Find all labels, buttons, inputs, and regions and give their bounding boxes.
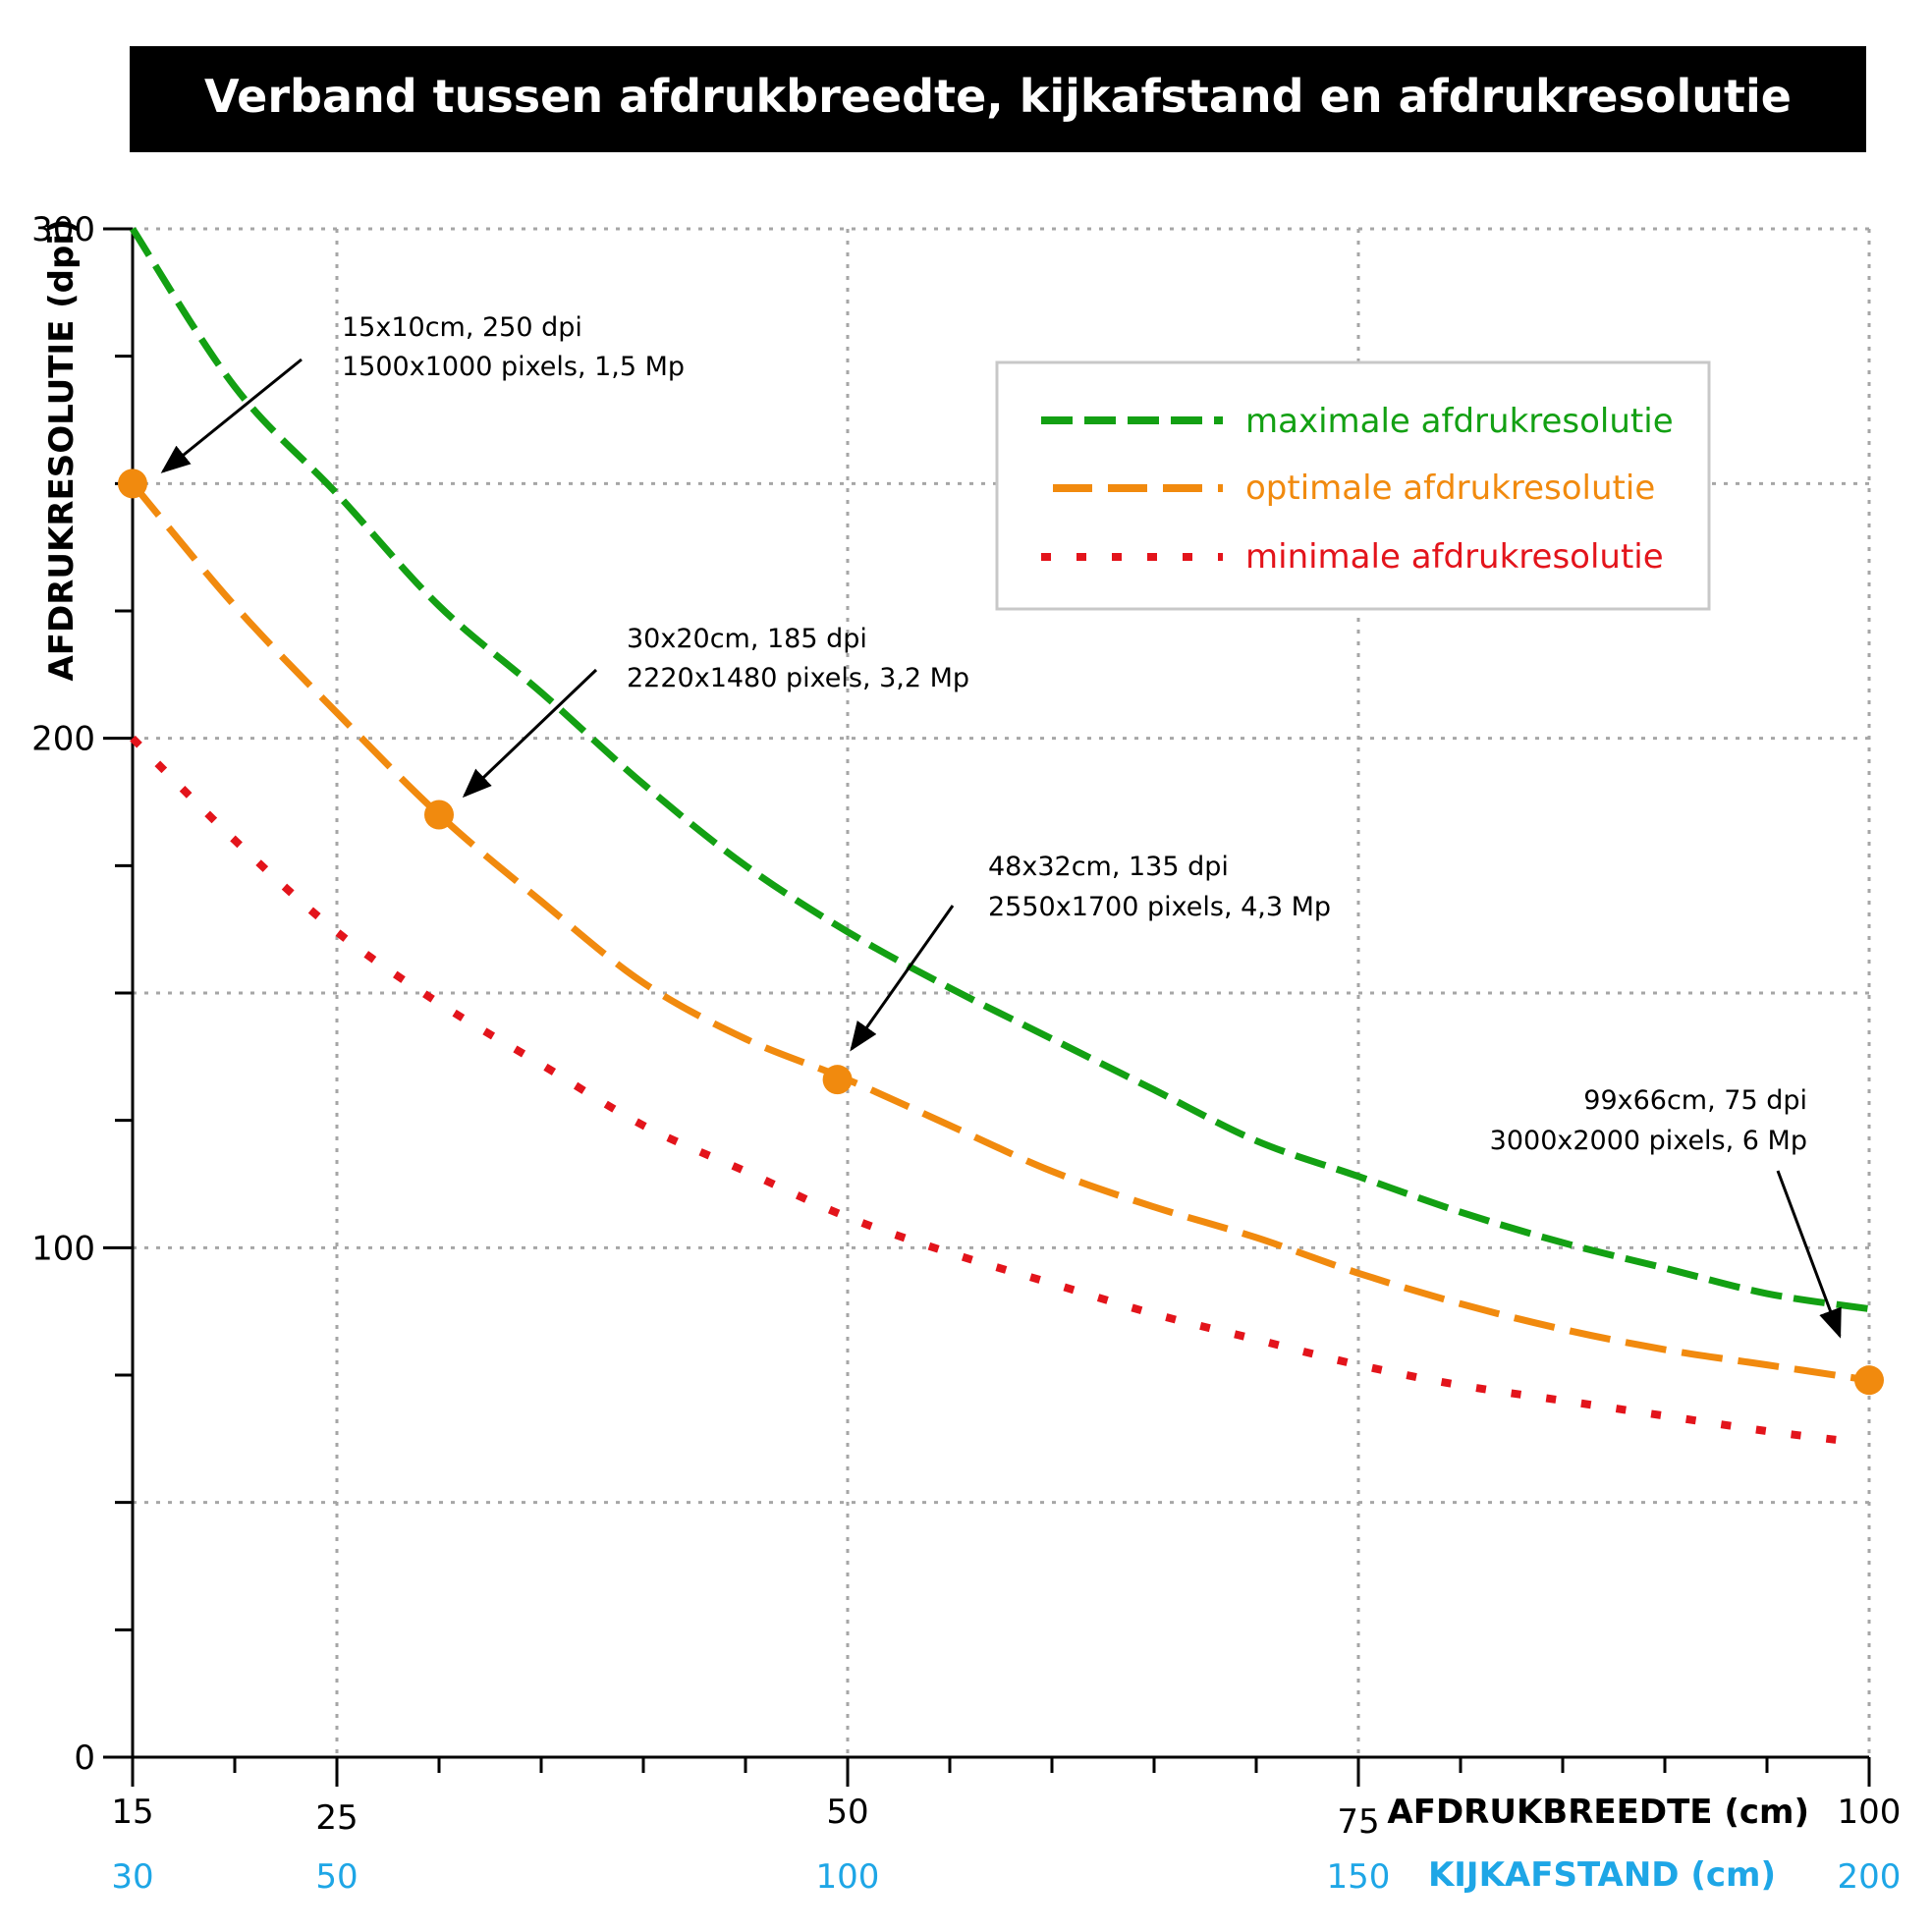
title-bar — [130, 46, 1866, 152]
annotation-2-line2: 2220x1480 pixels, 3,2 Mp — [627, 663, 969, 693]
x-axis-secondary-label: KIJKAFSTAND (cm) — [1428, 1855, 1776, 1895]
annotation-2-arrow — [462, 668, 598, 799]
x-secondary-tick-label: 30 — [111, 1857, 153, 1897]
series-opt-line — [130, 481, 1870, 1384]
annotation-3-arrow — [850, 905, 955, 1052]
x-secondary-tick-label: 100 — [816, 1857, 880, 1897]
annotation-2-line1: 30x20cm, 185 dpi — [627, 624, 867, 654]
y-axis-label: AFDRUKRESOLUTIE (dpi) — [42, 218, 82, 681]
annotation-2: 30x20cm, 185 dpi 2220x1480 pixels, 3,2 M… — [462, 624, 969, 799]
annotation-3-line2: 2550x1700 pixels, 4,3 Mp — [988, 892, 1331, 922]
annotation-1-line1: 15x10cm, 250 dpi — [342, 312, 582, 343]
series-lines — [130, 227, 1870, 1446]
x-tick-label: 75 — [1337, 1802, 1379, 1842]
legend: maximale afdrukresolutie optimale afdruk… — [995, 360, 1711, 611]
annotation-1: 15x10cm, 250 dpi 1500x1000 pixels, 1,5 M… — [160, 312, 685, 473]
grid — [133, 227, 1871, 1757]
x-tick-label: 25 — [315, 1798, 358, 1838]
annotation-1-arrow — [160, 358, 303, 473]
x-tick-label: 100 — [1838, 1793, 1902, 1832]
annotation-4: 99x66cm, 75 dpi 3000x2000 pixels, 6 Mp — [1490, 1085, 1842, 1339]
annotation-3: 48x32cm, 135 dpi 2550x1700 pixels, 4,3 M… — [850, 852, 1331, 1052]
annotation-4-line2: 3000x2000 pixels, 6 Mp — [1490, 1126, 1807, 1156]
y-tick-label: 0 — [74, 1739, 95, 1778]
y-tick-label: 200 — [31, 720, 95, 759]
annotation-4-line1: 99x66cm, 75 dpi — [1583, 1085, 1807, 1116]
y-tick-label: 300 — [31, 210, 95, 249]
x-axis-label: AFDRUKBREEDTE (cm) — [1387, 1793, 1809, 1832]
x-tick-label: 50 — [826, 1793, 868, 1832]
x-secondary-tick-label: 200 — [1838, 1857, 1902, 1897]
annotation-4-arrow — [1776, 1170, 1842, 1339]
x-tick-label: 15 — [111, 1793, 153, 1832]
data-point-marker — [118, 469, 147, 499]
series-max-line — [130, 227, 1870, 1313]
legend-label-max: maximale afdrukresolutie — [1245, 402, 1674, 441]
annotation-3-line1: 48x32cm, 135 dpi — [988, 852, 1229, 882]
data-point-marker — [424, 800, 454, 830]
x-secondary-tick-label: 50 — [315, 1857, 358, 1897]
legend-label-opt: optimale afdrukresolutie — [1245, 469, 1655, 508]
annotation-1-line2: 1500x1000 pixels, 1,5 Mp — [342, 352, 685, 382]
x-secondary-tick-label: 150 — [1327, 1857, 1391, 1897]
legend-label-min: minimale afdrukresolutie — [1245, 537, 1664, 577]
chart-title: Verband tussen afdrukbreedte, kijkafstan… — [204, 70, 1792, 123]
series-min-line — [130, 735, 1849, 1446]
data-markers — [118, 469, 1884, 1396]
y-tick-label: 100 — [31, 1229, 95, 1268]
data-point-marker — [1854, 1365, 1884, 1396]
data-point-marker — [822, 1065, 853, 1095]
